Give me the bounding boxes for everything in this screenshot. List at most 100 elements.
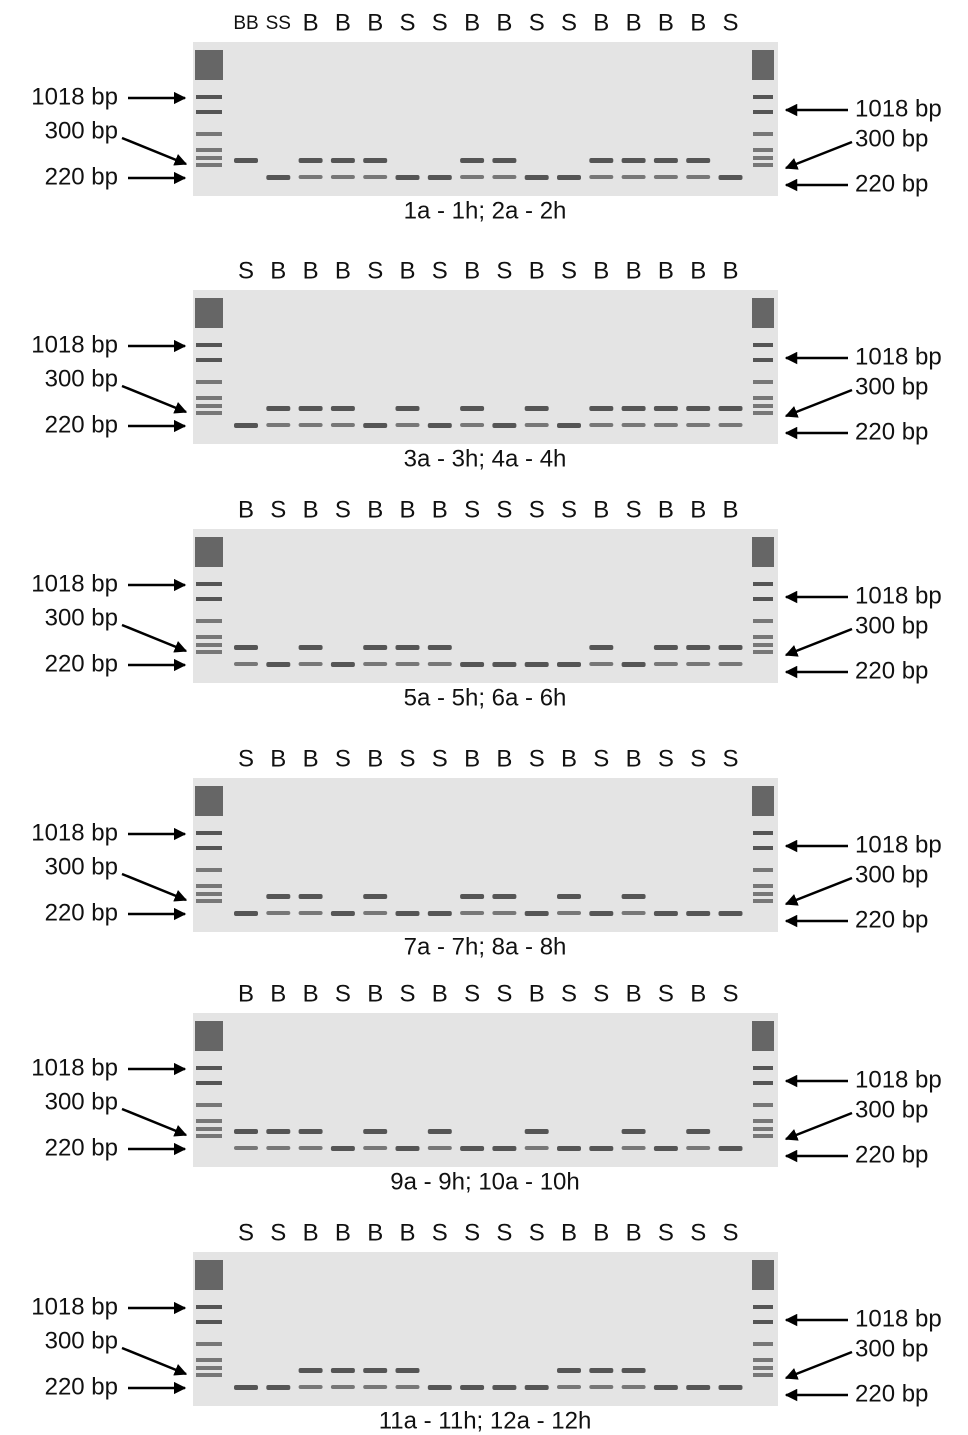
ladder-band [753,1358,773,1362]
ladder-band [196,1320,222,1324]
band-lower [363,175,388,179]
ladder-band [196,1373,222,1377]
ladder-top [752,786,774,816]
lane-label: B [593,496,609,523]
band-lower [298,1385,323,1389]
ladder-band [753,1342,773,1346]
gel [193,529,778,683]
ladder-band [753,1066,773,1070]
lane-label: B [303,1219,319,1246]
ladder-band [753,899,773,903]
lane-label: S [561,9,577,36]
marker-label-right: 220 bp [855,170,928,197]
band-lower [557,662,581,667]
band-lower [718,662,743,666]
band-lower [363,423,388,428]
band-upper [234,645,258,650]
band-upper [234,158,258,163]
ladder-band [196,95,222,99]
lane-label: S [270,496,286,523]
band-upper [266,894,291,899]
ladder-band [196,404,222,408]
band-upper [330,1368,355,1373]
lane-label: S [464,1219,480,1246]
lane-label: S [722,1219,738,1246]
ladder-band [196,635,222,639]
band-lower [492,1385,517,1390]
marker-label-right: 300 bp [855,612,928,639]
lane-label: S [335,980,351,1007]
marker-label-right: 300 bp [855,373,928,400]
ladder-band [196,1366,222,1370]
lane-label: B [367,745,383,772]
band-lower [460,1385,485,1390]
ladder-band [753,358,773,362]
band-lower [524,1146,549,1150]
band-lower [427,423,452,428]
band-lower [266,1385,291,1390]
band-upper [298,158,323,163]
ladder-band [753,597,773,601]
band-lower [524,423,549,427]
marker-label-left: 220 bp [45,1134,118,1161]
ladder-band [196,156,222,160]
band-upper [589,645,614,650]
lane-label: B [335,9,351,36]
gel [193,778,778,932]
lane-label: B [464,745,480,772]
band-upper [460,894,485,899]
band-lower [330,1146,355,1151]
band-upper [653,645,678,650]
lane-label: B [690,257,706,284]
lane-label: S [432,257,448,284]
lane-label: S [432,745,448,772]
band-lower [460,1146,485,1151]
band-lower [234,1385,258,1390]
marker-label-left: 1018 bp [31,1054,118,1081]
ladder-band [196,1358,222,1362]
ladder-band [753,582,773,586]
ladder-band [196,396,222,400]
band-upper [298,1129,323,1134]
arrow [784,140,853,170]
arrow [121,872,188,902]
lane-label: B [238,496,254,523]
band-lower [653,1385,678,1390]
band-lower [524,175,549,180]
lane-label: B [399,257,415,284]
marker-label-right: 1018 bp [855,343,942,370]
marker-label-right: 300 bp [855,1335,928,1362]
band-lower [718,175,743,180]
band-upper [363,894,388,899]
lane-label: B [529,257,545,284]
ladder-band [196,846,222,850]
band-lower [589,423,614,427]
lane-label: S [432,1219,448,1246]
marker-label-left: 220 bp [45,411,118,438]
band-lower [234,423,258,428]
ladder-band [753,619,773,623]
lane-label: S [496,257,512,284]
band-lower [330,911,355,916]
ladder-band [753,343,773,347]
band-upper [653,406,678,411]
arrow [121,384,188,414]
band-lower [234,911,258,916]
lane-label: S [593,745,609,772]
marker-label-left: 300 bp [45,1088,118,1115]
band-lower [492,911,517,915]
band-upper [686,406,711,411]
band-upper [621,1368,646,1373]
band-lower [266,175,291,180]
marker-label-left: 1018 bp [31,570,118,597]
lane-label: S [561,980,577,1007]
lane-label: S [690,745,706,772]
marker-label-right: 300 bp [855,125,928,152]
ladder-band [196,1066,222,1070]
lane-label: B [658,9,674,36]
band-upper [589,406,614,411]
band-lower [395,1146,420,1151]
lane-label: S [690,1219,706,1246]
